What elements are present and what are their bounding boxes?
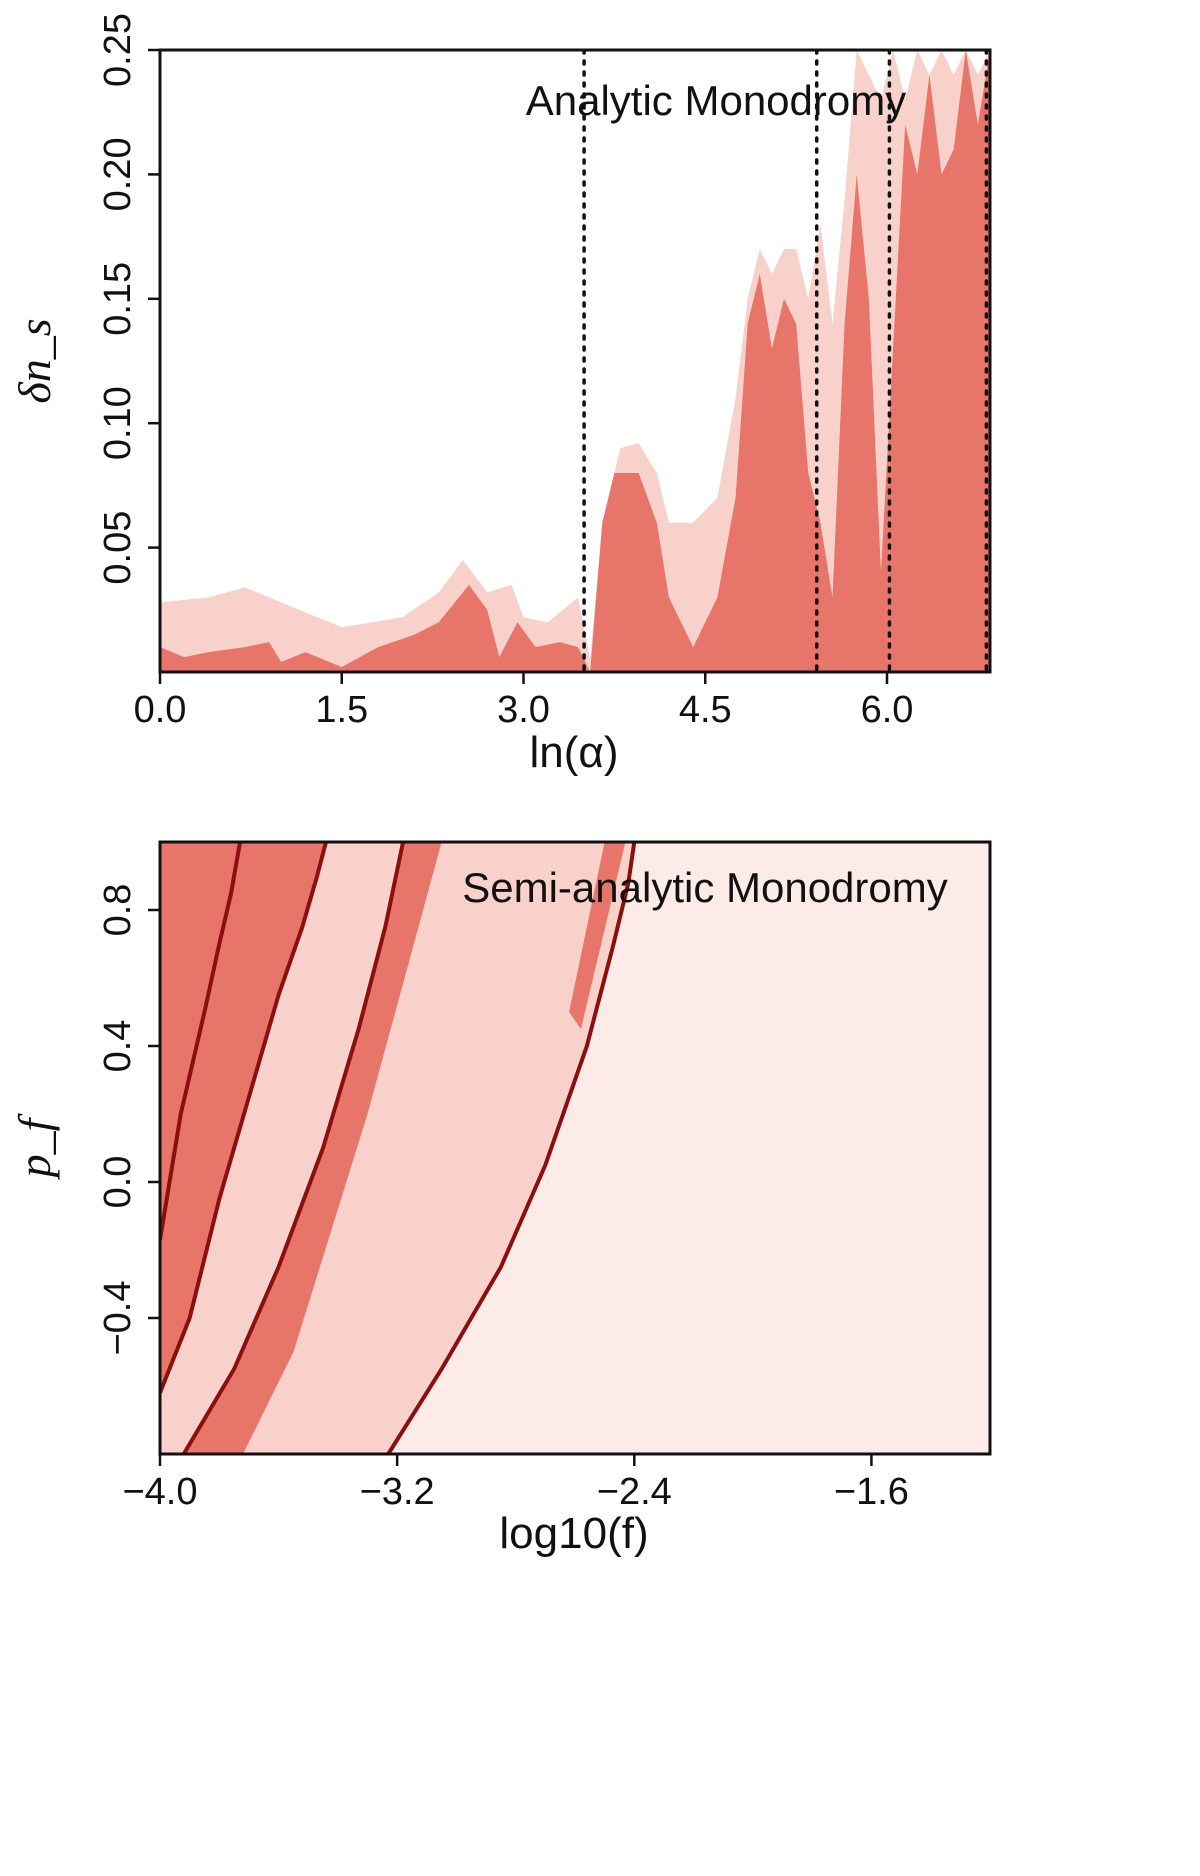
y-tick-label: −0.4 [97,1280,139,1355]
boundary-curve [181,842,406,1454]
boundary-curve [386,842,637,1454]
outer-region-sparse [388,842,990,1454]
y-axis-title: δn_s [9,318,60,403]
x-tick-label: −2.4 [597,1471,672,1513]
x-tick-label: 3.0 [497,689,550,731]
y-tick-label: 0.05 [97,511,139,585]
inner-band [183,842,442,1454]
x-tick-label: −3.2 [360,1471,435,1513]
x-tick-label: −1.6 [834,1471,909,1513]
x-tick-label: 1.5 [315,689,368,731]
boundary-curve [160,842,328,1394]
panel-title: Semi-analytic Monodromy [462,864,948,911]
panel-title: Analytic Monodromy [526,77,906,124]
inner-contour-area [160,50,990,672]
analytic-monodromy-panel: 0.0 1.5 3.0 4.5 6.0 0.05 0.10 0.15 0.20 0.25 Ana… [9,13,992,777]
x-tick-label: 6.0 [861,689,914,731]
plot-frame [158,840,992,1456]
x-tick-label: −4.0 [122,1471,197,1513]
inner-streak [569,842,626,1029]
inner-region [160,842,326,1454]
boundary-curve [160,842,243,1241]
y-tick-label: 0.20 [97,137,139,211]
y-tick-label: 0.15 [97,262,139,336]
x-axis-title: log10(f) [499,1509,648,1558]
y-tick-label: 0.25 [97,13,139,87]
plot-frame [158,48,992,674]
y-tick-label: 0.8 [97,884,139,937]
semi-analytic-monodromy-panel: −4.0 −3.2 −2.4 −1.6 −0.4 0.0 0.4 0.8 Semi-anal… [9,840,992,1558]
x-axis-title: ln(α) [530,728,619,777]
x-tick-label: 4.5 [679,689,732,731]
y-tick-label: 0.10 [97,386,139,460]
y-tick-label: 0.4 [97,1020,139,1073]
y-axis-title: p_f [9,1112,60,1180]
x-tick-label: 0.0 [134,689,187,731]
y-tick-label: 0.0 [97,1156,139,1209]
